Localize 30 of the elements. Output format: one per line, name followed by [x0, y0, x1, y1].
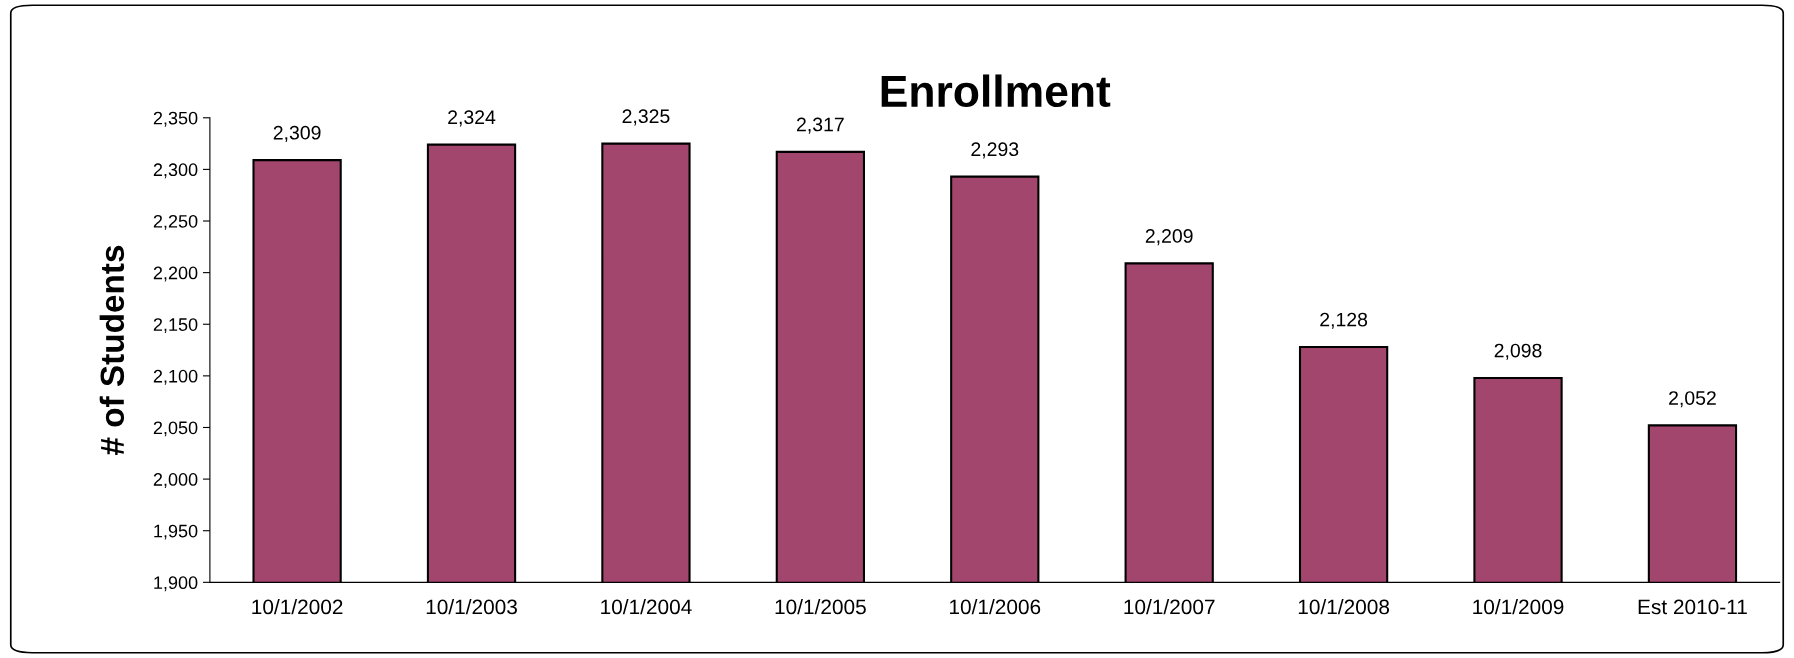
- y-tick-label: 1,900: [154, 576, 198, 592]
- x-tick-label: 10/1/2003: [426, 599, 517, 615]
- y-tick-label: 2,250: [153, 214, 198, 230]
- x-tick-label: 10/1/2005: [775, 599, 866, 615]
- data-label: 2,324: [448, 110, 496, 127]
- x-tick-label: 10/1/2009: [1473, 599, 1564, 615]
- data-label: 2,309: [273, 125, 321, 142]
- data-label: 2,052: [1669, 391, 1716, 408]
- x-tick-label: Est 2010-11: [1638, 599, 1747, 615]
- x-tick-label: 10/1/2004: [601, 599, 692, 615]
- y-tick-label: 2,100: [153, 369, 198, 385]
- x-tick-label: 10/1/2002: [252, 599, 343, 615]
- data-label: 2,098: [1494, 343, 1542, 360]
- data-label: 2,325: [622, 109, 670, 126]
- y-tick-label: 2,300: [153, 163, 198, 179]
- y-tick-label: 2,200: [153, 266, 198, 282]
- y-tick-label: 2,000: [153, 473, 198, 488]
- data-label: 2,209: [1145, 229, 1193, 246]
- y-tick-label: 1,950: [154, 524, 198, 540]
- data-label: 2,128: [1320, 312, 1368, 329]
- x-tick-label: 10/1/2006: [950, 599, 1041, 615]
- x-tick-label: 10/1/2007: [1124, 599, 1215, 615]
- data-label: 2,317: [797, 117, 844, 134]
- chart-title: Enrollment: [881, 74, 1111, 108]
- y-axis-title: # of Students: [99, 245, 125, 456]
- y-tick-label: 2,150: [153, 318, 198, 334]
- y-tick-label: 2,050: [153, 421, 198, 437]
- y-tick-label: 2,350: [153, 111, 198, 127]
- x-tick-label: 10/1/2008: [1298, 599, 1390, 615]
- data-label: 2,293: [971, 142, 1019, 159]
